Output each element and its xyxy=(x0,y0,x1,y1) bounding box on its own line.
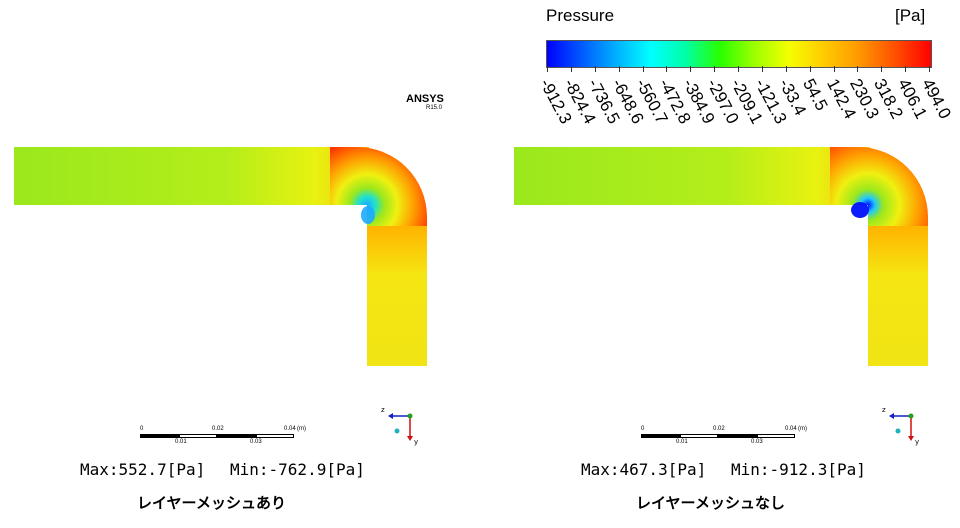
max-value-left: Max:552.7[Pa] xyxy=(80,460,206,479)
scale-label-001: 0.01 xyxy=(175,439,187,445)
scale-label-003: 0.03 xyxy=(250,439,262,445)
colorbar-tick xyxy=(738,66,739,72)
colorbar-tick xyxy=(690,66,692,72)
ansys-version: R15.0 xyxy=(426,105,443,111)
scale-label-001: 0.01 xyxy=(676,439,688,445)
axis-label-z-right: z xyxy=(882,406,886,414)
colorbar-tick xyxy=(570,66,572,72)
colorbar-tick xyxy=(785,66,787,72)
colorbar-tick xyxy=(857,66,859,72)
colorbar-tick xyxy=(642,66,644,72)
colorbar-tick xyxy=(618,66,620,72)
scale-label-004: 0.04 xyxy=(785,426,797,432)
axis-triad-right xyxy=(889,413,914,441)
scale-label-004: 0.04 xyxy=(284,426,296,432)
colorbar-tick xyxy=(809,66,811,72)
legend-title: Pressure xyxy=(546,6,615,25)
min-value-right: Min:-912.3[Pa] xyxy=(731,460,866,479)
scale-label-0: 0 xyxy=(140,426,144,432)
ansys-logo: ANSYS xyxy=(406,93,444,105)
axis-triad-left xyxy=(388,413,413,441)
scale-label-0: 0 xyxy=(641,426,645,432)
colorbar-tick xyxy=(666,66,668,72)
colorbar-tick xyxy=(833,66,835,72)
scale-bar-left: 0 0.02 0.04 (m) 0.01 0.03 xyxy=(140,424,320,452)
caption-left: レイヤーメッシュあり xyxy=(137,494,286,512)
pipe-right xyxy=(514,147,928,366)
caption-right: レイヤーメッシュなし xyxy=(636,494,785,512)
scale-unit: (m) xyxy=(798,426,807,432)
min-value-left: Min:-762.9[Pa] xyxy=(230,460,365,479)
scale-label-002: 0.02 xyxy=(212,426,224,432)
pipe-left xyxy=(14,147,427,366)
scale-label-003: 0.03 xyxy=(751,439,763,445)
scale-unit: (m) xyxy=(297,426,306,432)
colorbar-tick xyxy=(714,66,716,72)
colorbar-tick xyxy=(929,66,930,72)
colorbar-tick xyxy=(881,66,883,72)
max-value-right: Max:467.3[Pa] xyxy=(581,460,707,479)
legend-unit: [Pa] xyxy=(895,6,926,25)
colorbar-tick xyxy=(761,66,763,72)
axis-label-z-left: z xyxy=(381,406,385,414)
axis-label-y-right: y xyxy=(915,438,920,446)
scale-label-002: 0.02 xyxy=(713,426,725,432)
pressure-colorbar xyxy=(546,40,932,68)
scale-bar-right: 0 0.02 0.04 (m) 0.01 0.03 xyxy=(641,424,821,452)
colorbar-tick xyxy=(905,66,907,72)
axis-label-y-left: y xyxy=(414,438,419,446)
colorbar-tick xyxy=(547,66,548,72)
colorbar-tick xyxy=(594,66,596,72)
